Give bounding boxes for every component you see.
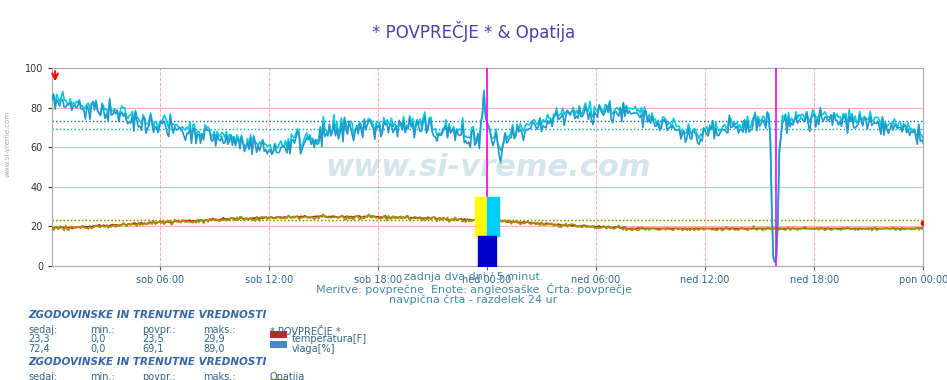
Text: www.si-vreme.com: www.si-vreme.com [325, 153, 651, 182]
Text: 69,1: 69,1 [142, 344, 164, 354]
Text: 23,5: 23,5 [142, 334, 164, 344]
Text: maks.:: maks.: [204, 372, 236, 380]
Text: maks.:: maks.: [204, 325, 236, 335]
Text: zadnja dva dni / 5 minut.: zadnja dva dni / 5 minut. [403, 272, 544, 282]
Text: sedaj:: sedaj: [28, 372, 58, 380]
Text: ZGODOVINSKE IN TRENUTNE VREDNOSTI: ZGODOVINSKE IN TRENUTNE VREDNOSTI [28, 357, 267, 367]
Text: Meritve: povprečne  Enote: angleosaške  Črta: povprečje: Meritve: povprečne Enote: angleosaške Čr… [315, 283, 632, 295]
Text: sedaj:: sedaj: [28, 325, 58, 335]
Text: 0,0: 0,0 [90, 344, 105, 354]
Text: povpr.:: povpr.: [142, 372, 175, 380]
Text: * POVPREČJE *: * POVPREČJE * [270, 325, 341, 337]
Text: min.:: min.: [90, 325, 115, 335]
Text: vlaga[%]: vlaga[%] [292, 344, 335, 354]
Text: min.:: min.: [90, 372, 115, 380]
Text: 0,0: 0,0 [90, 334, 105, 344]
Text: povpr.:: povpr.: [142, 325, 175, 335]
Text: Opatija: Opatija [270, 372, 305, 380]
Text: 72,4: 72,4 [28, 344, 50, 354]
Text: ZGODOVINSKE IN TRENUTNE VREDNOSTI: ZGODOVINSKE IN TRENUTNE VREDNOSTI [28, 310, 267, 320]
Text: * POVPREČJE * & Opatija: * POVPREČJE * & Opatija [372, 21, 575, 42]
Text: 29,9: 29,9 [204, 334, 225, 344]
Text: navpična črta - razdelek 24 ur: navpična črta - razdelek 24 ur [389, 294, 558, 305]
Text: 23,3: 23,3 [28, 334, 50, 344]
Text: temperatura[F]: temperatura[F] [292, 334, 366, 344]
Text: www.si-vreme.com: www.si-vreme.com [5, 111, 10, 177]
Text: 89,0: 89,0 [204, 344, 225, 354]
